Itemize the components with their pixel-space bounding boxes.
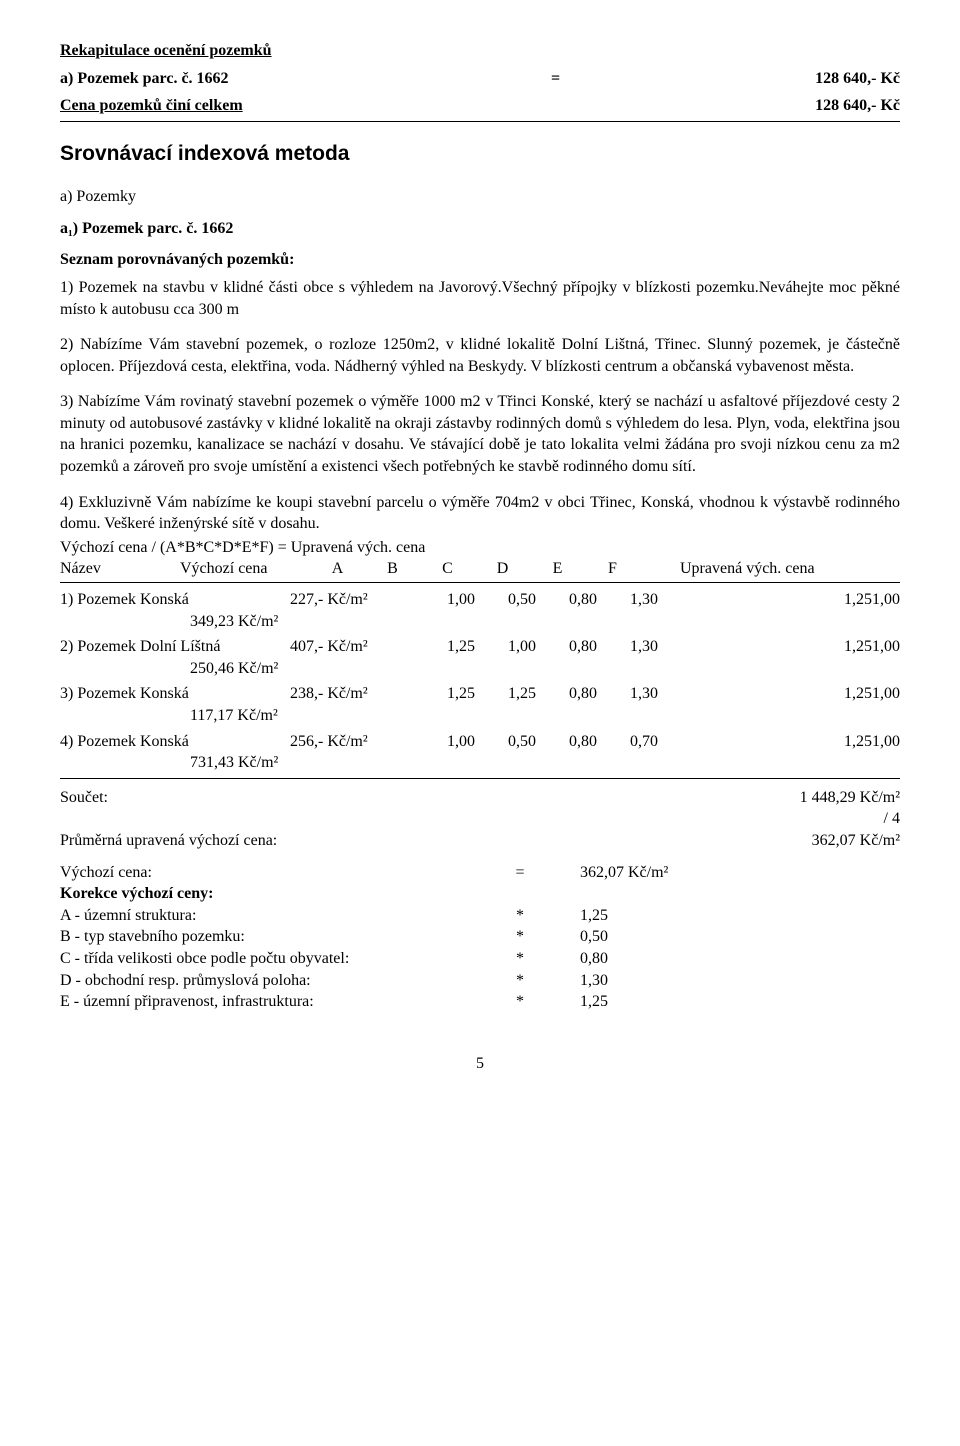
- col-c: C: [420, 558, 475, 580]
- korekce-star: *: [460, 905, 580, 927]
- row-f: 1,251,00: [725, 589, 900, 611]
- row-b: 1,25: [481, 683, 542, 705]
- row-d: 1,30: [603, 589, 664, 611]
- korekce-star: *: [460, 926, 580, 948]
- table-row: 1) Pozemek Konská227,- Kč/m²1,000,500,80…: [60, 589, 900, 611]
- korekce-val: 1,25: [580, 905, 660, 927]
- korekce-row: E - územní připravenost, infrastruktura:…: [60, 991, 900, 1013]
- col-f: F: [585, 558, 640, 580]
- row-adj: 349,23 Kč/m²: [60, 611, 900, 633]
- korekce-val: 0,50: [580, 926, 660, 948]
- col-b: B: [365, 558, 420, 580]
- row-name: 2) Pozemek Dolní Líštná: [60, 636, 290, 658]
- row-vc: 238,- Kč/m²: [290, 683, 420, 705]
- col-vc: Výchozí cena: [180, 558, 310, 580]
- col-e: E: [530, 558, 585, 580]
- row-adj: 250,46 Kč/m²: [60, 658, 900, 680]
- col-name: Název: [60, 558, 180, 580]
- row-a: 1,00: [420, 589, 481, 611]
- col-u: Upravená vých. cena: [640, 558, 900, 580]
- row-vc: 256,- Kč/m²: [290, 731, 420, 753]
- row-b: 0,50: [481, 589, 542, 611]
- page-number: 5: [60, 1053, 900, 1075]
- row-c: 0,80: [542, 683, 603, 705]
- korekce-val: 0,80: [580, 948, 660, 970]
- korekce-item-label: E - územní připravenost, infrastruktura:: [60, 991, 460, 1013]
- row-name: 4) Pozemek Konská: [60, 731, 290, 753]
- list-heading: Seznam porovnávaných pozemků:: [60, 249, 900, 271]
- table-row: 4) Pozemek Konská256,- Kč/m²1,000,500,80…: [60, 731, 900, 753]
- divider-2: [60, 778, 900, 779]
- avg-label: Průměrná upravená výchozí cena:: [60, 830, 277, 852]
- sum-value: 1 448,29 Kč/m²: [800, 787, 900, 809]
- row-vc: 227,- Kč/m²: [290, 589, 420, 611]
- row-name: 1) Pozemek Konská: [60, 589, 290, 611]
- korekce-row: D - obchodní resp. průmyslová poloha:*1,…: [60, 970, 900, 992]
- row-name: 3) Pozemek Konská: [60, 683, 290, 705]
- paragraph-3: 3) Nabízíme Vám rovinatý stavební pozeme…: [60, 391, 900, 477]
- row-c: 0,80: [542, 589, 603, 611]
- total-label: Cena pozemků činí celkem: [60, 95, 243, 117]
- row-a: 1,25: [420, 683, 481, 705]
- total-value: 128 640,- Kč: [815, 95, 900, 117]
- row-d: 0,70: [603, 731, 664, 753]
- vychozi-label: Výchozí cena:: [60, 862, 460, 884]
- paragraph-2: 2) Nabízíme Vám stavební pozemek, o rozl…: [60, 334, 900, 377]
- row-a: 1,25: [420, 636, 481, 658]
- korekce-row: A - územní struktura:*1,25: [60, 905, 900, 927]
- item-a-value: 128 640,- Kč: [589, 68, 900, 90]
- row-c: 0,80: [542, 731, 603, 753]
- item-a-label: a) Pozemek parc. č. 1662: [60, 68, 522, 90]
- korekce-val: 1,25: [580, 991, 660, 1013]
- row-adj: 731,43 Kč/m²: [60, 752, 900, 774]
- sum-label: Součet:: [60, 787, 108, 809]
- korekce-star: *: [460, 970, 580, 992]
- row-f: 1,251,00: [725, 636, 900, 658]
- korekce-item-label: A - územní struktura:: [60, 905, 460, 927]
- vychozi-eq: =: [460, 862, 580, 884]
- korekce-row: C - třída velikosti obce podle počtu oby…: [60, 948, 900, 970]
- row-b: 0,50: [481, 731, 542, 753]
- row-d: 1,30: [603, 683, 664, 705]
- korekce-val: 1,30: [580, 970, 660, 992]
- vychozi-value: 362,07 Kč/m²: [580, 862, 900, 884]
- section-a: a) Pozemky: [60, 186, 900, 208]
- row-adj: 117,17 Kč/m²: [60, 705, 900, 727]
- korekce-item-label: D - obchodní resp. průmyslová poloha:: [60, 970, 460, 992]
- recap-title: Rekapitulace ocenění pozemků: [60, 40, 900, 62]
- row-a: 1,00: [420, 731, 481, 753]
- korekce-star: *: [460, 991, 580, 1013]
- avg-value: 362,07 Kč/m²: [812, 830, 900, 852]
- table-row: 3) Pozemek Konská238,- Kč/m²1,251,250,80…: [60, 683, 900, 705]
- paragraph-1: 1) Pozemek na stavbu v klidné části obce…: [60, 277, 900, 320]
- row-f: 1,251,00: [725, 683, 900, 705]
- korekce-row: B - typ stavebního pozemku:*0,50: [60, 926, 900, 948]
- korekce-item-label: B - typ stavebního pozemku:: [60, 926, 460, 948]
- method-title: Srovnávací indexová metoda: [60, 140, 900, 168]
- div-value: / 4: [884, 808, 900, 830]
- formula-line: Výchozí cena / (A*B*C*D*E*F) = Upravená …: [60, 537, 900, 559]
- row-b: 1,00: [481, 636, 542, 658]
- row-d: 1,30: [603, 636, 664, 658]
- item-a-equals: =: [522, 68, 589, 90]
- col-d: D: [475, 558, 530, 580]
- row-f: 1,251,00: [725, 731, 900, 753]
- col-a: A: [310, 558, 365, 580]
- table-header: Název Výchozí cena A B C D E F Upravená …: [60, 558, 900, 583]
- table-row: 2) Pozemek Dolní Líštná407,- Kč/m²1,251,…: [60, 636, 900, 658]
- row-c: 0,80: [542, 636, 603, 658]
- paragraph-4: 4) Exkluzivně Vám nabízíme ke koupi stav…: [60, 492, 900, 535]
- row-vc: 407,- Kč/m²: [290, 636, 420, 658]
- korekce-star: *: [460, 948, 580, 970]
- korekce-item-label: C - třída velikosti obce podle počtu oby…: [60, 948, 460, 970]
- korekce-label: Korekce výchozí ceny:: [60, 883, 900, 905]
- section-a1: a₁) Pozemek parc. č. 1662: [60, 218, 900, 240]
- divider: [60, 121, 900, 122]
